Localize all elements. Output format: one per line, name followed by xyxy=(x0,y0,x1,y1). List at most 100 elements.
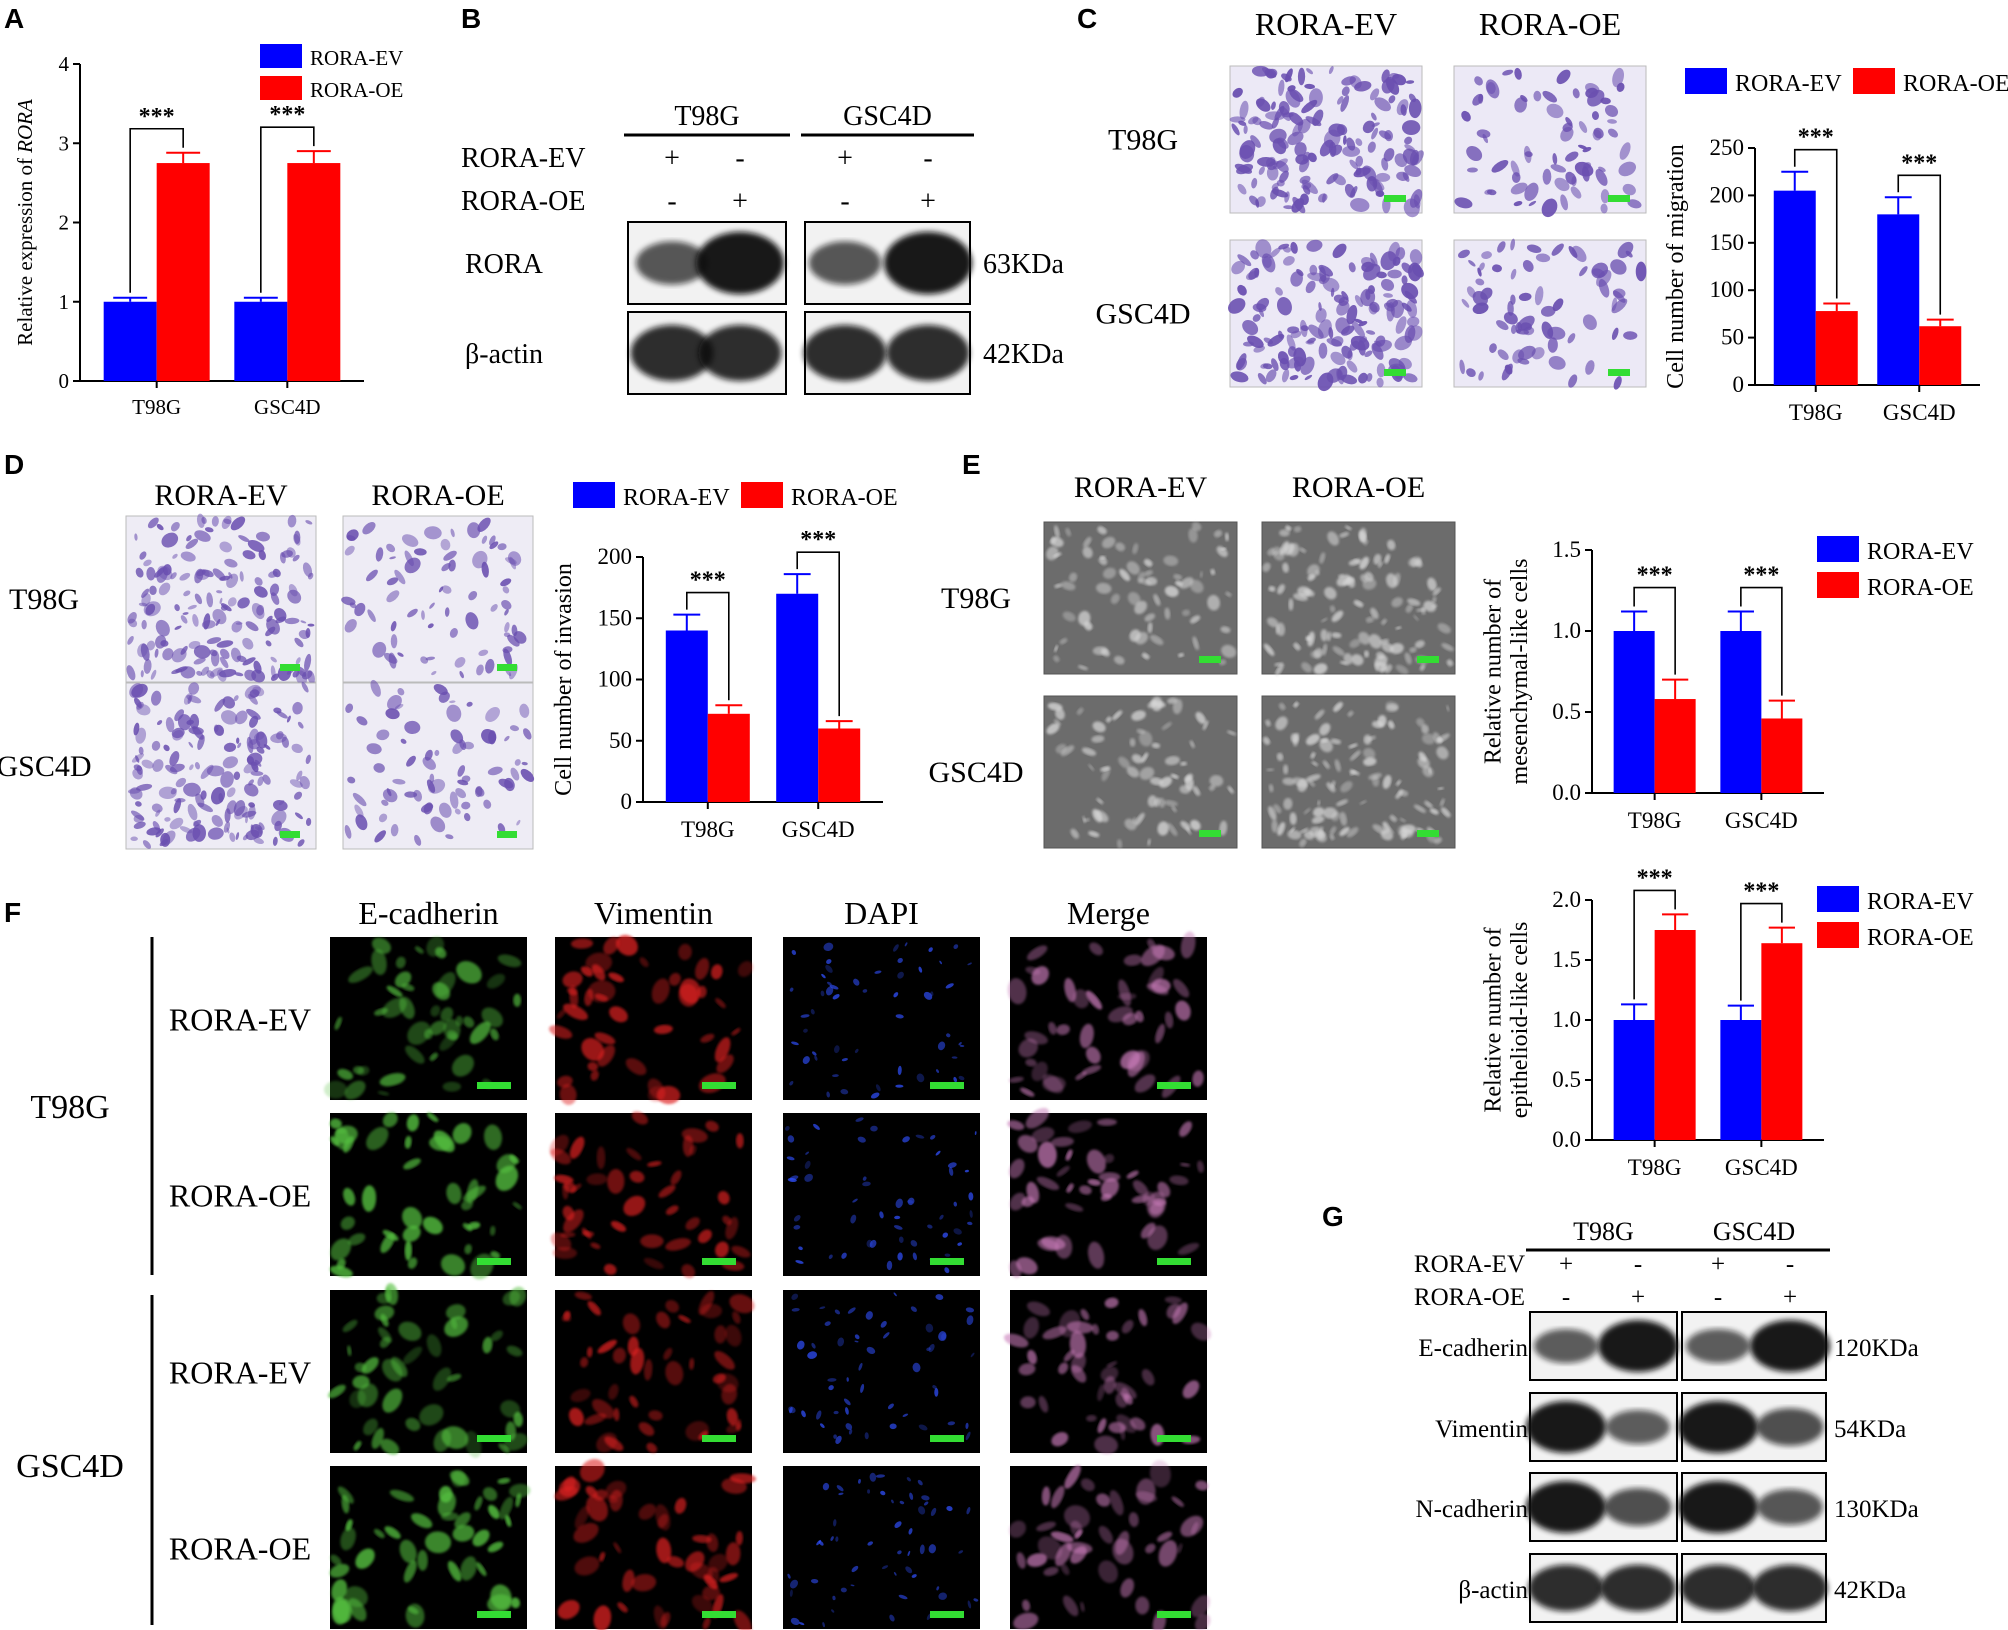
cell xyxy=(958,1550,964,1554)
cell xyxy=(404,1135,412,1149)
cell xyxy=(1392,73,1407,86)
cell xyxy=(146,640,156,651)
row-label-rora-oe: RORA-OE xyxy=(169,1531,311,1567)
cell xyxy=(864,1432,869,1440)
cell xyxy=(1341,76,1356,86)
cell xyxy=(504,622,510,633)
cell xyxy=(796,1340,805,1350)
cell xyxy=(1166,1303,1181,1319)
cell xyxy=(1101,536,1116,549)
cell xyxy=(278,800,285,806)
x-tick-label: GSC4D xyxy=(254,395,321,419)
cell xyxy=(930,1507,937,1517)
cell xyxy=(1079,1185,1092,1195)
cell xyxy=(907,1550,911,1556)
cell xyxy=(833,1410,839,1415)
cell xyxy=(426,1334,442,1357)
cell xyxy=(1173,978,1190,998)
cell xyxy=(1364,571,1374,582)
cell xyxy=(1182,1380,1200,1399)
cell xyxy=(424,1029,433,1040)
cell xyxy=(1379,638,1390,645)
cell xyxy=(1386,573,1398,589)
cell xyxy=(481,729,497,744)
cell xyxy=(1096,797,1104,805)
cell xyxy=(631,1574,657,1592)
y-tick-label: 100 xyxy=(598,667,633,692)
cell xyxy=(689,1145,697,1156)
cell xyxy=(1037,1141,1057,1168)
cell xyxy=(354,1362,367,1373)
blot-band xyxy=(1606,1410,1670,1444)
cell xyxy=(204,527,214,533)
cell xyxy=(1513,201,1523,207)
cell xyxy=(382,1229,399,1241)
cell xyxy=(377,1090,390,1096)
cell xyxy=(918,1506,926,1515)
cell xyxy=(1458,249,1470,259)
cell xyxy=(1510,268,1517,280)
cell xyxy=(1008,1076,1024,1083)
cell xyxy=(893,944,899,952)
cell xyxy=(810,1578,819,1584)
cell xyxy=(826,1091,830,1098)
cell xyxy=(1405,80,1415,84)
cell xyxy=(905,1566,913,1574)
cell xyxy=(1267,617,1279,628)
cell xyxy=(965,1431,971,1441)
cell xyxy=(1082,546,1093,559)
cell xyxy=(1268,806,1277,821)
cell xyxy=(382,788,398,803)
cell xyxy=(835,1435,842,1445)
cell xyxy=(1069,572,1078,583)
cell xyxy=(424,526,442,540)
cell xyxy=(1421,724,1429,734)
cell xyxy=(1170,773,1179,779)
cell xyxy=(552,1246,578,1259)
cell xyxy=(832,1595,836,1601)
cell xyxy=(599,1551,606,1562)
cell xyxy=(1026,945,1048,961)
protein-label-rora: RORA xyxy=(465,249,544,280)
cell xyxy=(958,1075,965,1081)
protein-label-vimentin: Vimentin xyxy=(1435,1416,1528,1443)
bar-rora-ev-gsc4d xyxy=(1877,214,1920,385)
cell xyxy=(1120,1578,1135,1598)
cell xyxy=(1257,372,1267,385)
cell xyxy=(716,1373,739,1393)
cell xyxy=(1131,710,1146,721)
cell xyxy=(1068,1120,1093,1133)
cell xyxy=(951,1056,958,1059)
cell xyxy=(825,986,834,996)
y-axis-label-line: Relative number of xyxy=(1480,927,1506,1112)
cell xyxy=(219,541,232,553)
cell xyxy=(141,759,154,769)
cell xyxy=(253,837,264,845)
cell xyxy=(906,1199,914,1204)
cell xyxy=(1478,262,1485,271)
cell xyxy=(1025,1107,1049,1129)
cell xyxy=(452,741,465,755)
cell xyxy=(719,1573,738,1583)
cell xyxy=(439,1485,453,1503)
cell xyxy=(502,1290,521,1306)
cell xyxy=(1358,631,1371,645)
cell xyxy=(514,759,521,766)
cell xyxy=(702,1585,720,1601)
cell xyxy=(1390,299,1405,319)
cell xyxy=(1243,124,1248,135)
cell xyxy=(867,1541,874,1546)
cell xyxy=(1207,594,1221,611)
cell xyxy=(192,613,199,627)
cell xyxy=(1335,317,1350,335)
micrograph xyxy=(783,1290,980,1453)
cell xyxy=(490,604,498,612)
cell xyxy=(405,1045,425,1064)
cell xyxy=(1370,607,1379,620)
bar-rora-ev-gsc4d xyxy=(1720,631,1762,793)
cell xyxy=(786,1156,795,1161)
cell xyxy=(841,1252,847,1259)
cell xyxy=(1248,116,1259,125)
